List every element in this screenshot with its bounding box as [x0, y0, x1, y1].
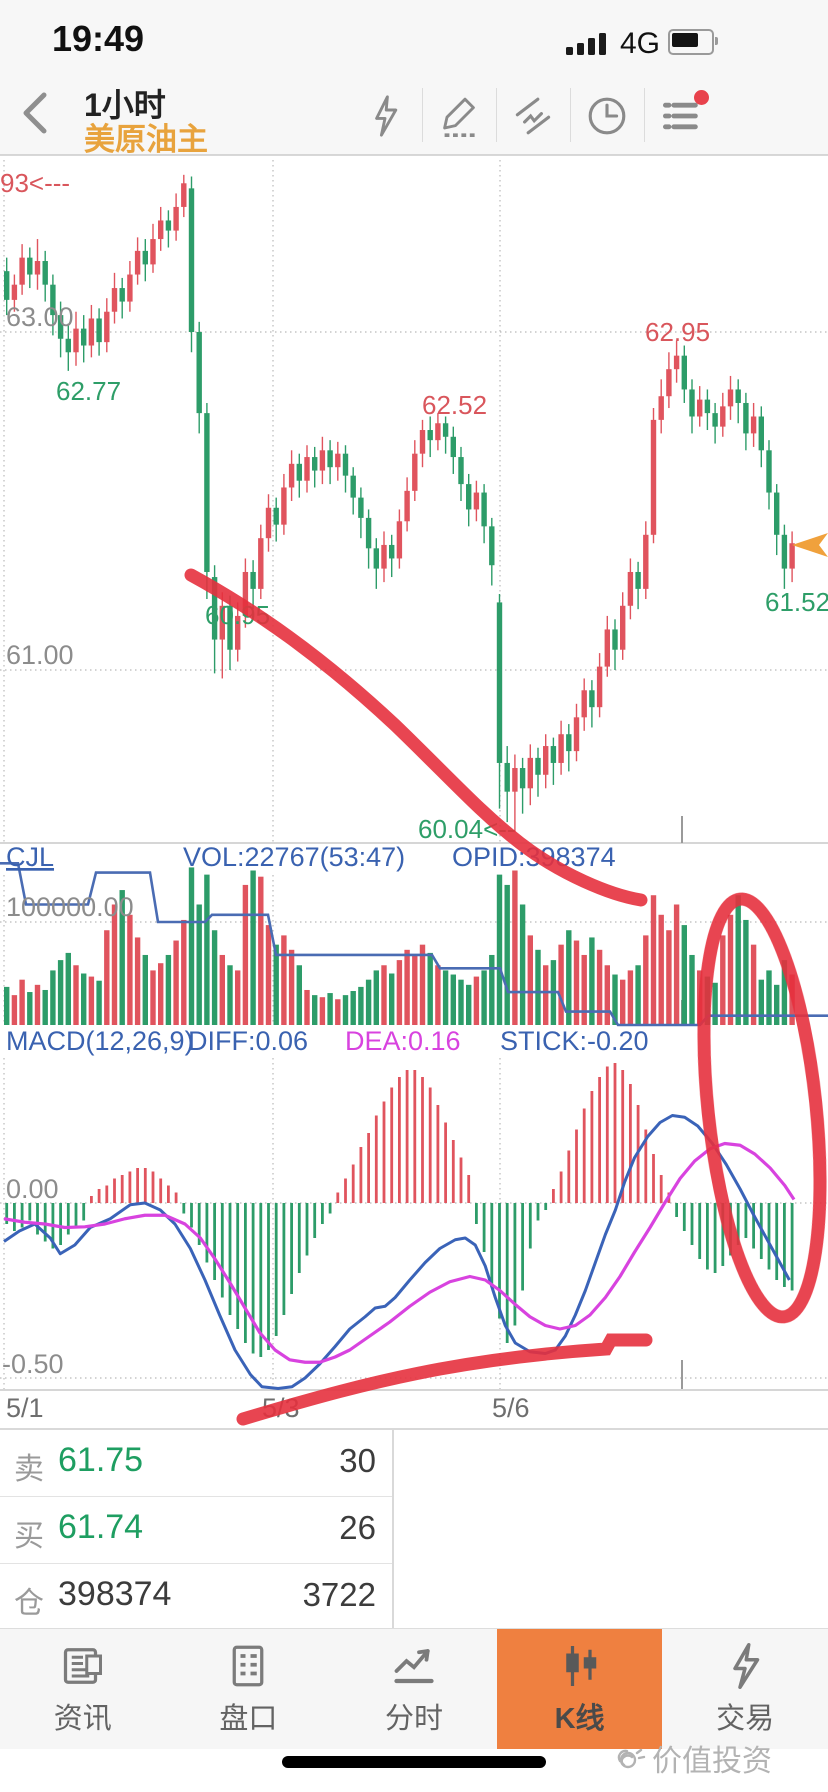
draw-pencil-icon[interactable] [435, 92, 483, 140]
trade-lightning-icon [662, 1641, 828, 1693]
macd-zero-label: 0.00 [6, 1174, 59, 1204]
indicator-macd: MACD(12,26,9) [6, 1026, 194, 1056]
quote-panel: 卖 61.75 30 买 61.74 26 仓 398374 3722 61.7… [0, 1428, 828, 1632]
clock-icon[interactable] [583, 92, 631, 140]
tab-timeshare-label: 分时 [384, 1703, 443, 1735]
price-label-61: 61.00 [6, 640, 74, 670]
settings-list-icon[interactable] [657, 90, 709, 140]
ask-label: 卖 [14, 1453, 44, 1486]
tab-orderbook[interactable]: 盘口 [166, 1629, 332, 1749]
hand-drawn-circle [697, 892, 827, 1324]
watermark: 价值投资 [612, 1736, 772, 1780]
bottom-tab-bar: 资讯 盘口 分时 K线 交易 [0, 1628, 828, 1749]
x-label-5-1: 5/1 [6, 1393, 44, 1423]
symbol-name[interactable]: 美原油主 [84, 122, 208, 157]
chart-period-title[interactable]: 1小时 [84, 87, 166, 123]
top-bar: 19:49 4G 1小时 美原油主 [0, 0, 828, 157]
status-time: 19:49 [52, 18, 145, 59]
ask-size: 30 [339, 1442, 376, 1479]
tab-kline-label: K线 [554, 1703, 605, 1735]
indicator-dea: DEA:0.16 [345, 1026, 461, 1056]
oi-value: 398374 [58, 1575, 172, 1613]
indicator-diff: DIFF:0.06 [188, 1026, 308, 1056]
tab-news[interactable]: 资讯 [0, 1629, 166, 1749]
marker-low-6277: 62.77 [56, 376, 121, 406]
bid-price: 61.74 [58, 1508, 144, 1546]
oi-change: 3722 [302, 1576, 376, 1613]
network-type: 4G [620, 27, 661, 60]
watermark-logo-icon [617, 1748, 646, 1769]
marker-last-low: 61.52 [765, 587, 828, 617]
timeshare-chart-icon [331, 1641, 497, 1693]
kline-icon [497, 1641, 663, 1693]
price-label-63: 63.00 [6, 302, 74, 332]
indicator-vol: VOL:22767(53:47) [183, 842, 405, 872]
hand-drawn-uptrend-stroke [236, 1333, 653, 1426]
orderbook-icon [166, 1641, 332, 1693]
flash-order-icon[interactable] [361, 92, 409, 140]
marker-high-6295: 62.95 [645, 317, 710, 347]
bid-row[interactable]: 买 61.74 26 [0, 1497, 392, 1564]
battery-icon [668, 29, 718, 55]
order-book: 卖 61.75 30 买 61.74 26 仓 398374 3722 [0, 1430, 394, 1630]
hand-drawn-annotations [184, 568, 827, 1426]
ask-price: 61.75 [58, 1441, 144, 1479]
tab-trade[interactable]: 交易 [662, 1629, 828, 1749]
macd-neg-label: -0.50 [2, 1349, 64, 1379]
indicator-lines-icon[interactable] [509, 92, 557, 140]
macd-layer [3, 1063, 796, 1390]
signal-bars-icon [566, 33, 612, 55]
current-price-arrow-icon [792, 533, 828, 557]
oi-label: 仓 [14, 1587, 44, 1620]
hand-drawn-downtrend-stroke [184, 568, 648, 907]
indicator-stick: STICK:-0.20 [500, 1026, 649, 1056]
news-icon [0, 1641, 166, 1693]
notification-badge [694, 90, 709, 105]
vol-scale-label: 100000.00 [6, 892, 134, 922]
x-label-5-6: 5/6 [492, 1393, 530, 1423]
tab-trade-label: 交易 [716, 1703, 775, 1735]
back-button[interactable] [16, 90, 56, 136]
home-indicator[interactable] [282, 1756, 546, 1768]
bid-size: 26 [339, 1509, 376, 1546]
candles-layer [4, 174, 795, 833]
ask-row[interactable]: 卖 61.75 30 [0, 1430, 392, 1497]
open-interest-row[interactable]: 仓 398374 3722 [0, 1564, 392, 1630]
marker-high-6252: 62.52 [422, 390, 487, 420]
open-interest-line [0, 861, 828, 1027]
tab-news-label: 资讯 [53, 1703, 112, 1735]
tab-kline[interactable]: K线 [496, 1629, 663, 1749]
indicator-cjl: CJL [6, 842, 54, 872]
bid-label: 买 [14, 1520, 44, 1553]
marker-prev-high: 93<--- [0, 168, 70, 198]
tab-orderbook-label: 盘口 [219, 1703, 278, 1735]
tab-timeshare[interactable]: 分时 [331, 1629, 497, 1749]
watermark-text: 价值投资 [652, 1745, 772, 1778]
pane-borders [0, 154, 828, 1391]
